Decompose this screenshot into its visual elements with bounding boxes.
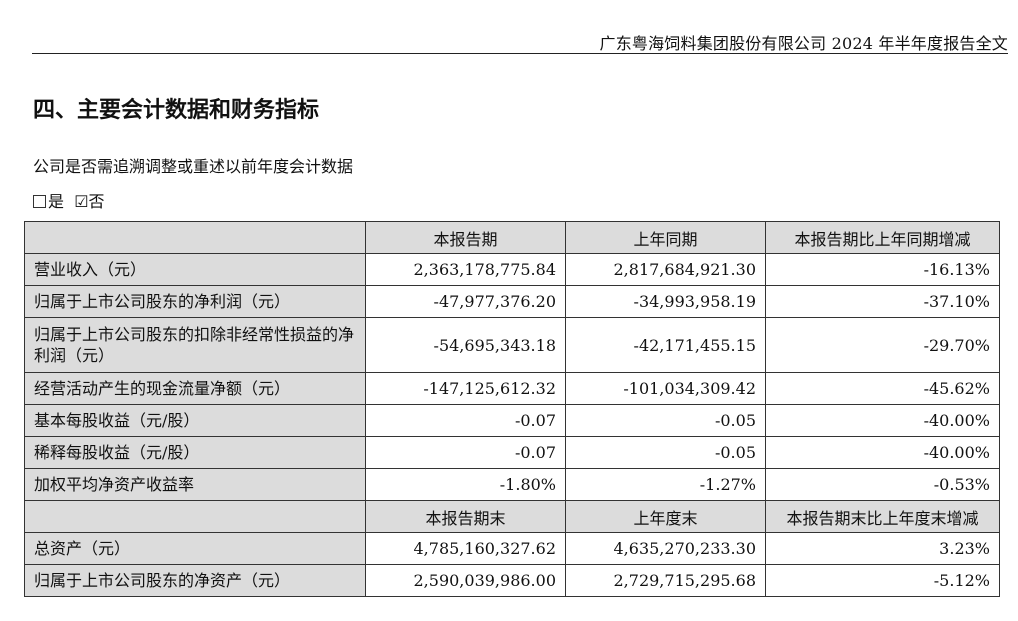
current-period-value: 4,785,160,327.62 bbox=[365, 532, 566, 565]
row-label: 归属于上市公司股东的净利润（元） bbox=[24, 285, 366, 318]
table-row: 加权平均净资产收益率 -1.80% -1.27% -0.53% bbox=[24, 468, 1000, 501]
current-period-value: 2,363,178,775.84 bbox=[365, 253, 566, 286]
report-header-title: 广东粤海饲料集团股份有限公司 2024 年半年度报告全文 bbox=[599, 34, 1008, 53]
restatement-answer: 是 ☑否 bbox=[33, 188, 105, 212]
yes-option-label: 是 bbox=[48, 192, 65, 211]
change-percent: -37.10% bbox=[765, 285, 1000, 318]
change-percent: -16.13% bbox=[765, 253, 1000, 286]
change-percent: -0.53% bbox=[765, 468, 1000, 501]
prior-period-value: -34,993,958.19 bbox=[565, 285, 766, 318]
prior-period-value: 2,817,684,921.30 bbox=[565, 253, 766, 286]
prior-period-value: -1.27% bbox=[565, 468, 766, 501]
prior-period-value: -42,171,455.15 bbox=[565, 317, 766, 373]
prior-period-value: -0.05 bbox=[565, 404, 766, 437]
column-header: 本报告期末 bbox=[365, 500, 566, 533]
prior-period-value: 2,729,715,295.68 bbox=[565, 564, 766, 597]
section-title: 四、主要会计数据和财务指标 bbox=[33, 98, 320, 123]
row-label: 经营活动产生的现金流量净额（元） bbox=[24, 372, 366, 405]
table-header-period-end: 本报告期末 上年度末 本报告期末比上年度末增减 bbox=[24, 500, 1000, 533]
yes-checkbox-icon bbox=[33, 195, 46, 208]
row-label: 基本每股收益（元/股） bbox=[24, 404, 366, 437]
column-header bbox=[24, 500, 366, 533]
change-percent: 3.23% bbox=[765, 532, 1000, 565]
restatement-question: 公司是否需追溯调整或重述以前年度会计数据 bbox=[33, 157, 354, 176]
change-percent: -40.00% bbox=[765, 436, 1000, 469]
row-label: 营业收入（元） bbox=[24, 253, 366, 286]
no-option-label: 否 bbox=[88, 192, 105, 211]
prior-period-value: -0.05 bbox=[565, 436, 766, 469]
table-row: 营业收入（元） 2,363,178,775.84 2,817,684,921.30-… bbox=[24, 253, 1000, 286]
table-row: 总资产（元） 4,785,160,327.62 4,635,270,233.30 3.… bbox=[24, 532, 1000, 565]
current-period-value: -1.80% bbox=[365, 468, 566, 501]
current-period-value: -54,695,343.18 bbox=[365, 317, 566, 373]
row-label: 归属于上市公司股东的扣除非经常性损益的净利润（元） bbox=[24, 317, 366, 373]
column-header: 本报告期 bbox=[365, 221, 566, 254]
current-period-value: -0.07 bbox=[365, 404, 566, 437]
table-row: 经营活动产生的现金流量净额（元） -147,125,612.32 -101,034,… bbox=[24, 372, 1000, 405]
prior-period-value: -101,034,309.42 bbox=[565, 372, 766, 405]
column-header: 上年同期 bbox=[565, 221, 766, 254]
table-row: 归属于上市公司股东的扣除非经常性损益的净利润（元） -54,695,343.18-… bbox=[24, 317, 1000, 373]
current-period-value: -47,977,376.20 bbox=[365, 285, 566, 318]
column-header: 本报告期末比上年度末增减 bbox=[765, 500, 1000, 533]
column-header bbox=[24, 221, 366, 254]
row-label: 稀释每股收益（元/股） bbox=[24, 436, 366, 469]
table-header-period: 本报告期 上年同期 本报告期比上年同期增减 bbox=[24, 221, 1000, 254]
row-label: 归属于上市公司股东的净资产（元） bbox=[24, 564, 366, 597]
table-row: 归属于上市公司股东的净利润（元） -47,977,376.20 -34,993,95… bbox=[24, 285, 1000, 318]
table-row: 稀释每股收益（元/股） -0.07 -0.05 -40.00% bbox=[24, 436, 1000, 469]
table-row: 基本每股收益（元/股） -0.07 -0.05 -40.00% bbox=[24, 404, 1000, 437]
change-percent: -5.12% bbox=[765, 564, 1000, 597]
change-percent: -29.70% bbox=[765, 317, 1000, 373]
row-label: 加权平均净资产收益率 bbox=[24, 468, 366, 501]
key-financial-data-table: 本报告期 上年同期 本报告期比上年同期增减 营业收入（元） 2,363,178,775.… bbox=[24, 221, 1000, 597]
column-header: 上年度末 bbox=[565, 500, 766, 533]
no-checkbox-checked-icon: ☑ bbox=[74, 192, 89, 211]
current-period-value: 2,590,039,986.00 bbox=[365, 564, 566, 597]
change-percent: -40.00% bbox=[765, 404, 1000, 437]
current-period-value: -0.07 bbox=[365, 436, 566, 469]
current-period-value: -147,125,612.32 bbox=[365, 372, 566, 405]
column-header: 本报告期比上年同期增减 bbox=[765, 221, 1000, 254]
table-row: 归属于上市公司股东的净资产（元） 2,590,039,986.00 2,729,71… bbox=[24, 564, 1000, 597]
change-percent: -45.62% bbox=[765, 372, 1000, 405]
header-divider bbox=[32, 53, 1008, 54]
row-label: 总资产（元） bbox=[24, 532, 366, 565]
prior-period-value: 4,635,270,233.30 bbox=[565, 532, 766, 565]
